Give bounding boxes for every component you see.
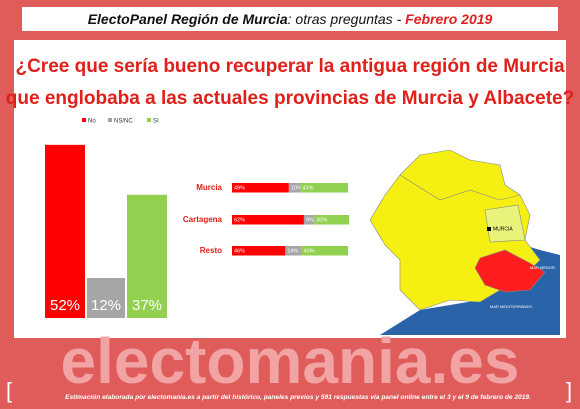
borders bbox=[399, 174, 521, 201]
segment-label: 30% bbox=[316, 218, 327, 224]
segment-label: 41% bbox=[302, 186, 313, 192]
title-date: Febrero 2019 bbox=[405, 11, 492, 27]
segment-label: 46% bbox=[234, 249, 245, 255]
category-label: Resto bbox=[200, 246, 222, 255]
bar-segment bbox=[232, 246, 286, 256]
segment-label: 14% bbox=[287, 249, 298, 255]
bar bbox=[127, 194, 167, 318]
map-label: MAR MENOR bbox=[530, 265, 555, 270]
bar-segment bbox=[232, 215, 304, 225]
bar-segment bbox=[314, 215, 350, 225]
bracket: ] bbox=[566, 378, 572, 403]
bar-segment bbox=[301, 246, 348, 256]
legend-swatch bbox=[147, 118, 151, 122]
cartagena-area bbox=[474, 249, 546, 293]
map-label: MURCIA bbox=[493, 226, 513, 232]
bracket: [ bbox=[6, 378, 12, 403]
legend-swatch bbox=[82, 118, 86, 122]
bar-segment bbox=[285, 246, 302, 256]
bar-segment bbox=[300, 183, 348, 193]
city-dot bbox=[487, 227, 491, 231]
bar-segment bbox=[303, 215, 315, 225]
segment-label: 40% bbox=[304, 249, 315, 255]
segment-label: 10% bbox=[291, 186, 302, 192]
bar bbox=[45, 144, 85, 318]
bar-value-label: 52% bbox=[50, 297, 80, 314]
bar-segment bbox=[232, 183, 289, 193]
legend-swatch bbox=[108, 118, 112, 122]
segment-label: 9% bbox=[306, 218, 314, 224]
category-label: Murcia bbox=[196, 183, 222, 192]
legend-label: No bbox=[88, 119, 96, 125]
murcia-area bbox=[484, 204, 526, 243]
question-line: ¿Cree que sería bueno recuperar la antig… bbox=[15, 56, 564, 77]
footnote: Estimación elaborada por electomania.es … bbox=[65, 394, 531, 401]
category-label: Cartagena bbox=[183, 215, 223, 224]
bar-value-label: 37% bbox=[132, 297, 162, 314]
title-sub: : otras preguntas - bbox=[288, 11, 406, 27]
map: MURCIA MAR MENOR MAR MEDITERRÁNEO bbox=[369, 149, 560, 335]
header-title: ElectoPanel Región de Murcia: otras preg… bbox=[88, 11, 493, 27]
brand: electomania.es bbox=[61, 325, 520, 397]
header-bar bbox=[22, 7, 558, 31]
bar bbox=[87, 278, 125, 318]
bar-segment bbox=[288, 183, 301, 193]
map-label: MAR MEDITERRÁNEO bbox=[490, 304, 532, 309]
legend-label: NS/NC bbox=[114, 119, 133, 125]
segment-label: 49% bbox=[234, 186, 245, 192]
bar-value-label: 12% bbox=[91, 297, 121, 314]
question-line: que englobaba a las actuales provincias … bbox=[6, 88, 574, 109]
title-main: ElectoPanel Región de Murcia bbox=[88, 11, 288, 27]
legend-label: Sí bbox=[153, 119, 159, 125]
segment-label: 62% bbox=[234, 218, 245, 224]
